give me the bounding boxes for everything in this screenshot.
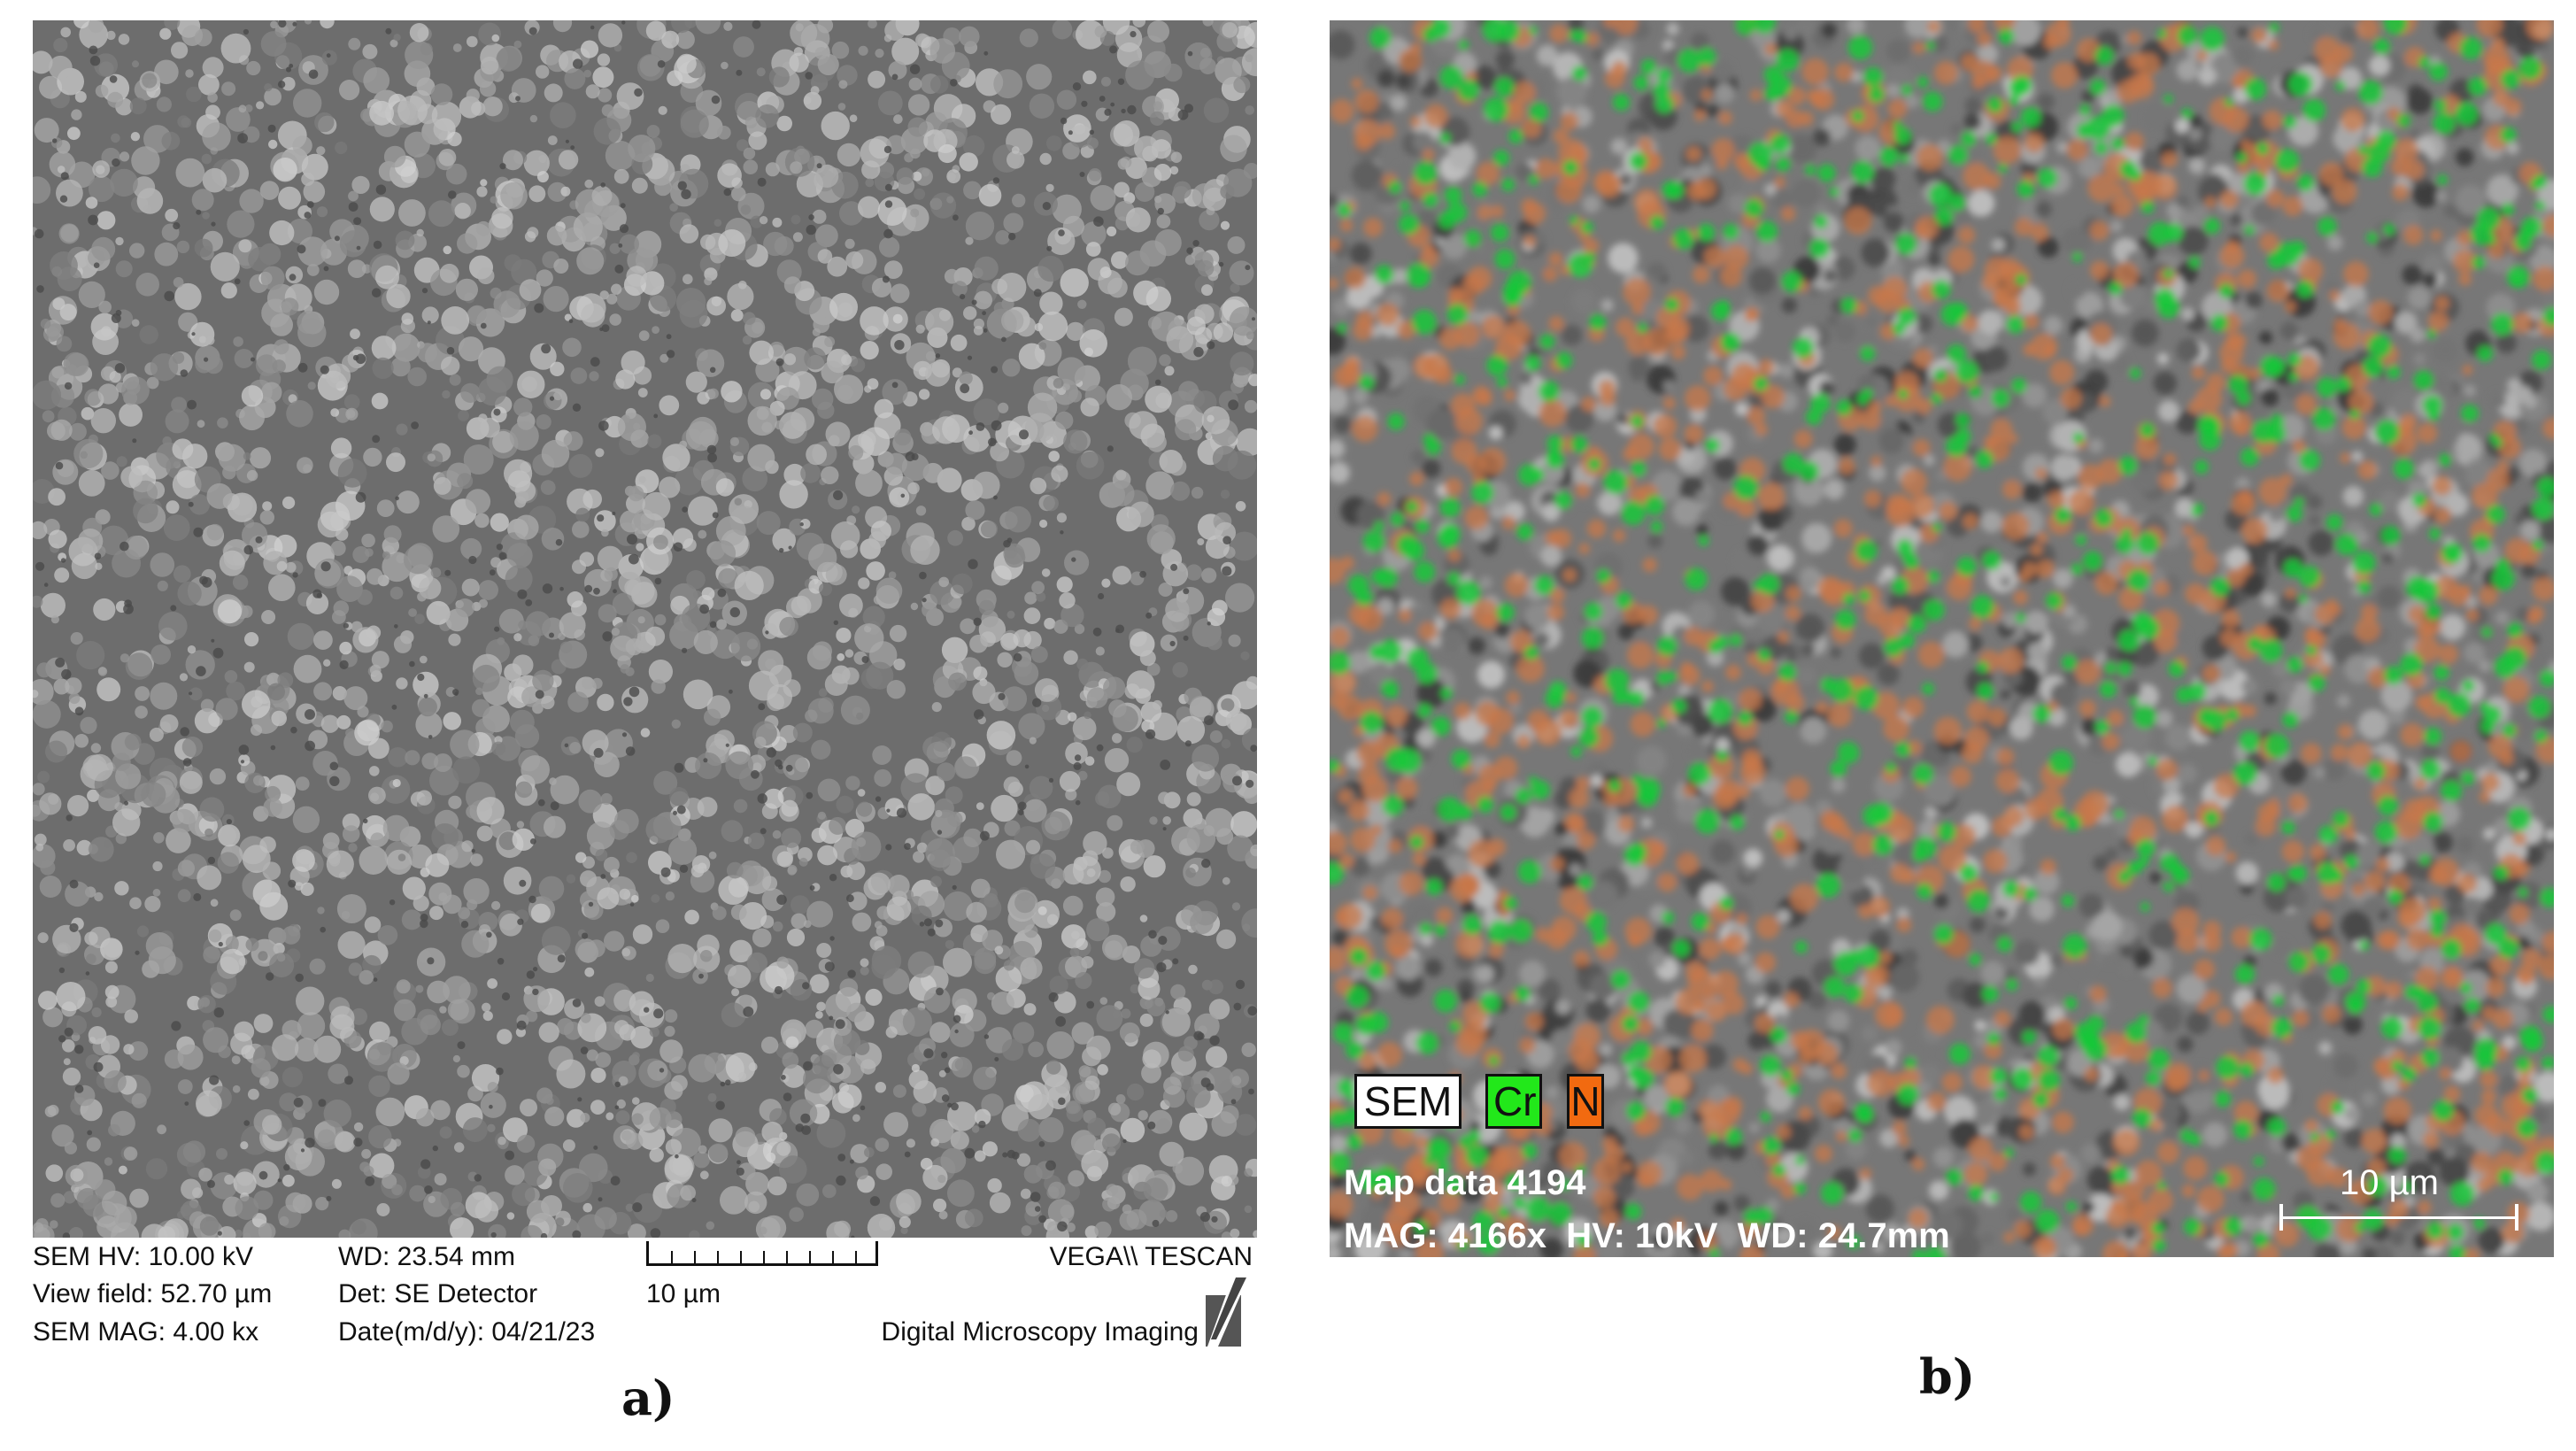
panel-label-a: a) [621,1370,675,1426]
eds-map [1330,20,2554,1257]
scale-bar [646,1241,878,1266]
hv-readout: SEM HV: 10.00 kV [33,1242,253,1271]
acquisition-params: MAG: 4166x HV: 10kV WD: 24.7mm [1344,1216,1950,1255]
legend-cr: Cr [1485,1074,1542,1129]
detector-readout: Det: SE Detector [338,1279,538,1308]
panel-label-b: b) [1919,1348,1976,1405]
imaging-label: Digital Microscopy Imaging [881,1317,1199,1347]
view-field-readout: View field: 52.70 µm [33,1279,273,1308]
date-readout: Date(m/d/y): 04/21/23 [338,1317,596,1347]
map-data-label: Map data 4194 [1344,1163,1586,1202]
brand-label: VEGA\\ TESCAN [1049,1242,1253,1271]
scale-bar-b [2279,1204,2518,1231]
tescan-logo-icon [1206,1277,1248,1347]
legend-n: N [1567,1074,1604,1129]
legend-sem: SEM [1354,1074,1462,1129]
wd-readout: WD: 23.54 mm [338,1242,516,1271]
eds-texture [1330,20,2554,1257]
scale-bar-label: 10 µm [646,1279,721,1308]
sem-texture [33,20,1257,1238]
scale-bar-label-b: 10 µm [2340,1163,2439,1202]
sem-micrograph [33,20,1257,1238]
mag-readout: SEM MAG: 4.00 kx [33,1317,259,1347]
